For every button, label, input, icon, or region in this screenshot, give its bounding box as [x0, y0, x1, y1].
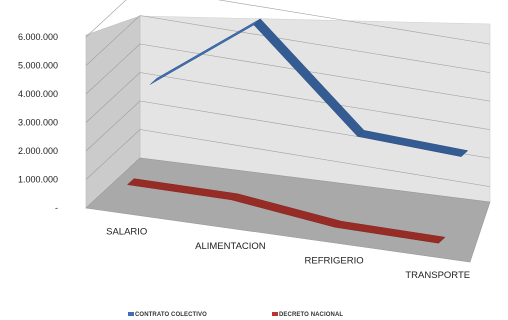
y-tick-label: 4.000.000 [18, 89, 58, 99]
y-tick-label: 1.000.000 [18, 175, 58, 185]
legend-label: CONTRATO COLECTIVO [135, 312, 207, 318]
legend: CONTRATO COLECTIVO DECRETO NACIONAL [128, 312, 343, 318]
x-tick-label: TRANSPORTE [405, 270, 470, 281]
gridline-side [85, 43, 141, 95]
legend-swatch [272, 312, 278, 316]
legend-label: DECRETO NACIONAL [279, 312, 343, 318]
series-layer [126, 18, 469, 244]
y-tick-label: 6.000.000 [18, 32, 58, 42]
legend-swatch [128, 312, 134, 316]
gridline-side [85, 100, 141, 152]
y-tick-label: 2.000.000 [18, 146, 58, 156]
x-tick-label: SALARIO [106, 226, 147, 237]
y-tick-label: 3.000.000 [18, 118, 58, 128]
x-tick-label: REFRIGERIO [305, 255, 364, 266]
series-contrato-colectivo [150, 18, 469, 157]
y-tick-label: 5.000.000 [18, 61, 58, 71]
gridline-side [85, 129, 141, 180]
series-segment [334, 220, 446, 244]
gridline-side [85, 15, 141, 66]
gridline-back [139, 43, 491, 102]
gridline-back [139, 15, 491, 73]
series-decreto-nacional [126, 178, 446, 244]
gridline-back [139, 72, 491, 130]
x-axis-labels: SALARIO ALIMENTACION REFRIGERIO TRANSPORTE [106, 226, 470, 281]
gridline-side [85, 0, 127, 38]
gridline-back [217, 0, 491, 45]
y-axis-ticks: 6.000.000 5.000.000 4.000.000 3.000.000 2.00… [18, 32, 58, 213]
series-segment [357, 130, 469, 157]
x-tick-label: ALIMENTACION [195, 241, 266, 252]
y-tick-label: - [55, 203, 58, 213]
gridline-back [139, 129, 491, 187]
gridline-side [85, 72, 141, 123]
